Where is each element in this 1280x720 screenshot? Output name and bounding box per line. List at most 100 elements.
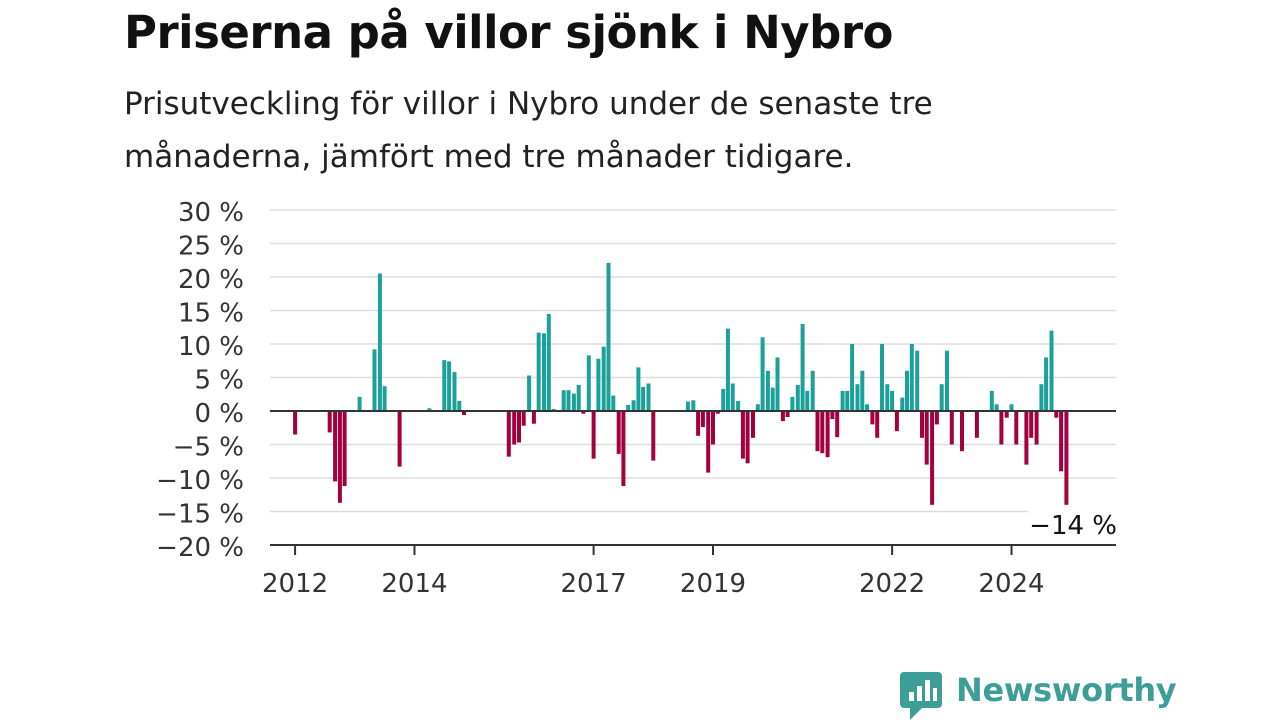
bar (845, 390, 850, 411)
bar (397, 411, 402, 467)
bar (875, 411, 880, 438)
bar (586, 355, 591, 411)
bar (1059, 411, 1064, 472)
bar (989, 390, 994, 411)
bar (894, 411, 899, 432)
bars (293, 262, 1069, 505)
bar (715, 411, 720, 414)
bar (651, 411, 656, 461)
bar (880, 344, 884, 411)
annotation-background (1028, 507, 1120, 540)
bar (631, 400, 636, 411)
chart-title: Priserna på villor sjönk i Nybro (124, 6, 893, 59)
bar (1029, 411, 1034, 438)
bar (1009, 404, 1014, 411)
bar (785, 411, 790, 417)
x-tick-label: 2014 (381, 569, 447, 599)
bar (855, 384, 860, 411)
bar (960, 411, 964, 452)
bar (641, 386, 646, 411)
bar (621, 411, 626, 486)
bar (994, 404, 999, 411)
bar (775, 357, 780, 411)
bar (616, 411, 621, 454)
bar (342, 411, 347, 486)
bar (611, 395, 616, 411)
bar (909, 344, 914, 411)
bar (770, 387, 775, 411)
bar (721, 388, 726, 411)
bar (1024, 411, 1029, 465)
bar (711, 411, 715, 445)
brand: Newsworthy (900, 668, 1177, 720)
bar (805, 390, 810, 411)
x-tick-label: 2022 (859, 569, 925, 599)
bar (795, 384, 800, 411)
bar (1049, 330, 1054, 411)
bar (596, 358, 601, 411)
bar (790, 396, 795, 411)
x-tick-label: 2019 (680, 569, 746, 599)
bar (730, 383, 735, 411)
bar (581, 411, 586, 414)
newsworthy-logo-icon (900, 672, 942, 720)
bar (447, 361, 452, 411)
bar (457, 400, 462, 411)
y-tick-label: 15 % (178, 299, 244, 329)
bar (810, 370, 815, 411)
chart-subtitle: Prisutveckling för villor i Nybro under … (124, 86, 933, 175)
bar (815, 411, 820, 452)
bar (835, 411, 840, 438)
annotation-label: −14 % (1029, 511, 1117, 541)
y-tick-label: −10 % (156, 466, 244, 496)
bar (1004, 411, 1009, 418)
bar (930, 411, 935, 505)
bar (327, 411, 332, 433)
y-tick-label: 20 % (178, 265, 244, 295)
bar (949, 411, 954, 445)
bar (736, 400, 741, 411)
bar (780, 411, 785, 422)
bar (800, 323, 805, 411)
bar (920, 411, 924, 438)
bar (945, 350, 949, 411)
bar (626, 405, 631, 411)
bar (924, 411, 929, 465)
bar (293, 411, 298, 435)
bar (1039, 384, 1044, 411)
bar (740, 411, 745, 459)
bar (542, 333, 546, 411)
bar (536, 332, 541, 411)
bar (333, 411, 338, 482)
x-tick-label: 2024 (978, 569, 1044, 599)
bar (939, 384, 944, 411)
y-tick-label: 5 % (194, 366, 244, 396)
bar (561, 390, 566, 411)
bar (606, 262, 611, 411)
y-tick-label: 30 % (178, 198, 244, 228)
bar (840, 390, 845, 411)
bar (506, 411, 511, 457)
bar (527, 375, 532, 411)
gridlines (270, 209, 1116, 513)
bar (442, 360, 447, 411)
y-tick-label: −5 % (173, 433, 244, 463)
bar (576, 384, 581, 411)
bar (850, 344, 855, 411)
y-tick-label: 10 % (178, 332, 244, 362)
bar (820, 411, 825, 454)
bar (905, 370, 909, 411)
bar (915, 350, 920, 411)
x-tick-label: 2017 (561, 569, 627, 599)
annotation-group: −14 % (1028, 507, 1120, 541)
bar (934, 411, 939, 425)
bar (452, 372, 457, 411)
bar (1044, 357, 1049, 411)
bar (760, 337, 765, 411)
bar (691, 400, 696, 411)
bar (830, 411, 835, 419)
bar (646, 383, 651, 411)
y-tick-label: 0 % (194, 399, 244, 429)
bar (636, 367, 641, 411)
bar (427, 408, 432, 411)
